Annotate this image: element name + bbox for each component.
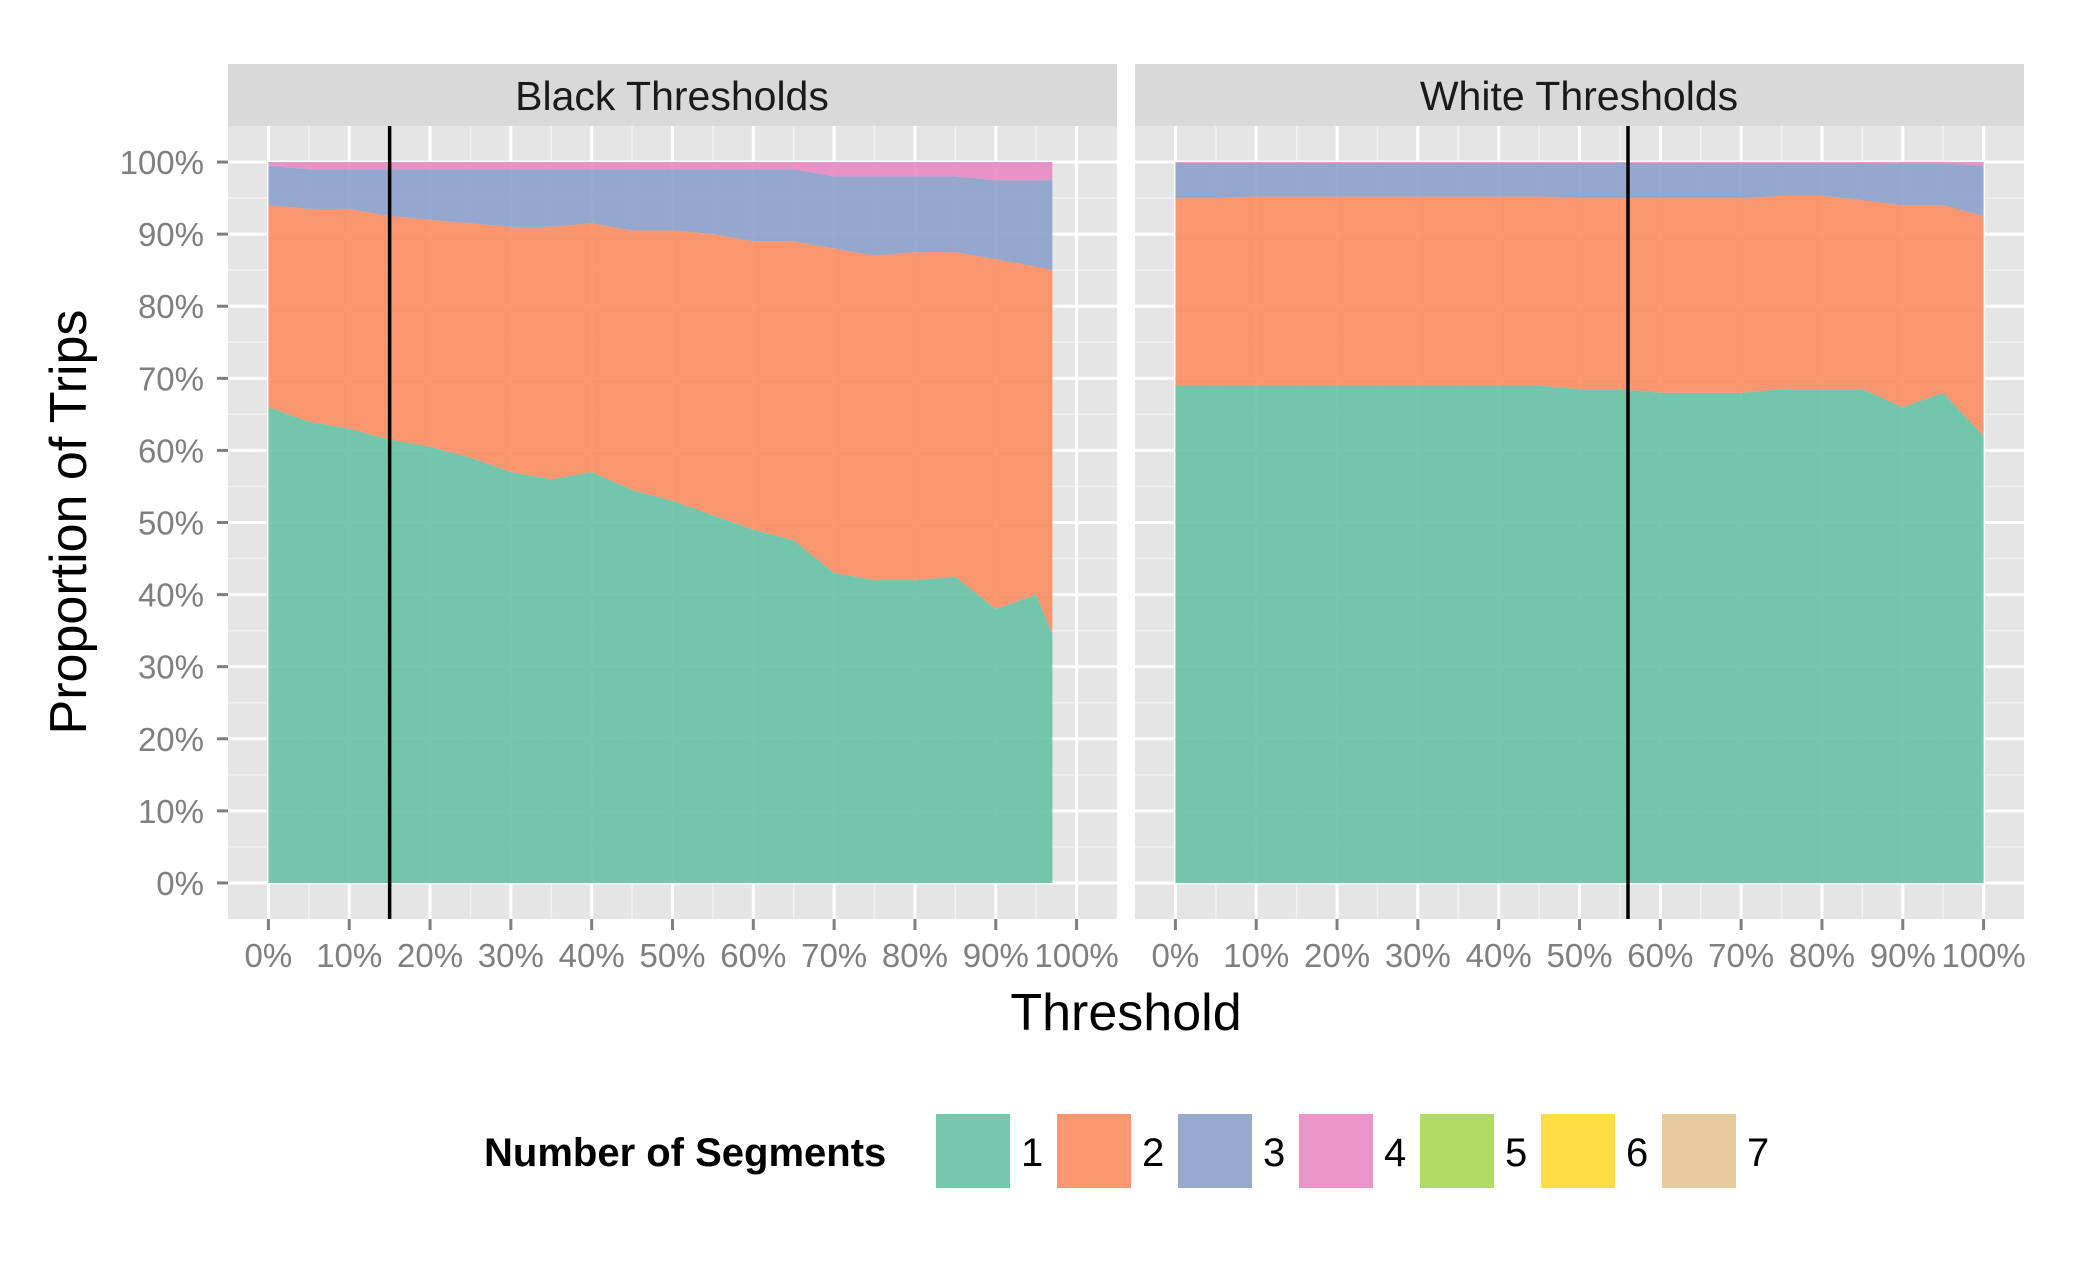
legend-title: Number of Segments xyxy=(484,1131,886,1175)
legend-key-6 xyxy=(1539,1112,1617,1190)
legend-label: 7 xyxy=(1747,1131,1769,1175)
legend-key-3 xyxy=(1176,1112,1254,1190)
x-tick-label: 10% xyxy=(1223,937,1289,974)
legend-label: 4 xyxy=(1384,1131,1406,1175)
area-series-1 xyxy=(1175,385,1984,883)
x-axis-title: Threshold xyxy=(1010,984,1241,1042)
legend-label: 5 xyxy=(1505,1131,1527,1175)
y-axis-ticks: 0% 10% 20% 30% 40% 50% 60% 70% 80% 90% 100% xyxy=(120,144,228,902)
y-axis-title: Proportion of Trips xyxy=(40,310,98,735)
x-tick-label: 10% xyxy=(316,937,382,974)
x-tick-label: 50% xyxy=(1546,937,1612,974)
x-tick-label: 60% xyxy=(720,937,786,974)
x-tick-label: 50% xyxy=(639,937,705,974)
x-tick-label: 70% xyxy=(1708,937,1774,974)
x-tick-label: 30% xyxy=(478,937,544,974)
y-tick-label: 100% xyxy=(120,144,204,181)
y-tick-label: 80% xyxy=(138,288,204,325)
y-tick-label: 60% xyxy=(138,432,204,469)
area-series-4 xyxy=(268,162,1053,181)
y-tick-label: 40% xyxy=(138,577,204,614)
panel-strip xyxy=(228,64,1117,126)
x-tick-label: 30% xyxy=(1385,937,1451,974)
area-series-1 xyxy=(268,407,1053,883)
x-tick-label: 0% xyxy=(245,937,293,974)
panel-strip-title: White Thresholds xyxy=(1420,73,1738,119)
x-tick-label: 100% xyxy=(1941,937,2025,974)
y-tick-label: 90% xyxy=(138,216,204,253)
area-series-2 xyxy=(1175,195,1984,436)
x-tick-label: 60% xyxy=(1627,937,1693,974)
y-tick-label: 50% xyxy=(138,505,204,542)
legend-label: 1 xyxy=(1021,1131,1043,1175)
x-tick-label: 80% xyxy=(1789,937,1855,974)
x-tick-label: 90% xyxy=(963,937,1029,974)
x-tick-label: 40% xyxy=(1466,937,1532,974)
x-tick-label: 0% xyxy=(1152,937,1200,974)
panel-strip xyxy=(1135,64,2024,126)
legend-label: 3 xyxy=(1263,1131,1285,1175)
panel-black-thresholds: Black Thresholds 0% 10% 20% 30% 40% 50% 60% 70%… xyxy=(228,64,1119,974)
legend-key-1 xyxy=(934,1112,1012,1190)
x-tick-label: 20% xyxy=(1304,937,1370,974)
area-layer xyxy=(1175,162,1984,883)
legend-key-7 xyxy=(1660,1112,1738,1190)
area-series-2 xyxy=(268,205,1053,635)
legend-key-4 xyxy=(1297,1112,1375,1190)
y-tick-label: 0% xyxy=(156,865,204,902)
x-tick-label: 70% xyxy=(801,937,867,974)
x-tick-label: 90% xyxy=(1870,937,1936,974)
y-tick-label: 10% xyxy=(138,793,204,830)
y-tick-label: 70% xyxy=(138,360,204,397)
x-tick-label: 80% xyxy=(882,937,948,974)
legend: Number of Segments 1 2 3 4 5 6 7 xyxy=(484,1112,1769,1190)
x-tick-label: 100% xyxy=(1034,937,1118,974)
panel-strip-title: Black Thresholds xyxy=(515,73,829,119)
x-axis-ticks: 0% 10% 20% 30% 40% 50% 60% 70% 80% 90% 100% xyxy=(1152,919,2026,974)
legend-label: 6 xyxy=(1626,1131,1648,1175)
legend-key-5 xyxy=(1418,1112,1496,1190)
panel-white-thresholds: White Thresholds 0% 10% 20% 30% 40% 50% 60% 70%… xyxy=(1135,64,2026,974)
y-tick-label: 30% xyxy=(138,649,204,686)
area-series-3 xyxy=(268,165,1053,271)
legend-label: 2 xyxy=(1142,1131,1164,1175)
area-series-3 xyxy=(1175,162,1984,217)
x-tick-label: 40% xyxy=(559,937,625,974)
area-series-4 xyxy=(1175,162,1984,166)
legend-key-2 xyxy=(1055,1112,1133,1190)
x-tick-label: 20% xyxy=(397,937,463,974)
area-layer xyxy=(268,162,1053,883)
y-tick-label: 20% xyxy=(138,721,204,758)
x-axis-ticks: 0% 10% 20% 30% 40% 50% 60% 70% 80% 90% 100% xyxy=(245,919,1119,974)
